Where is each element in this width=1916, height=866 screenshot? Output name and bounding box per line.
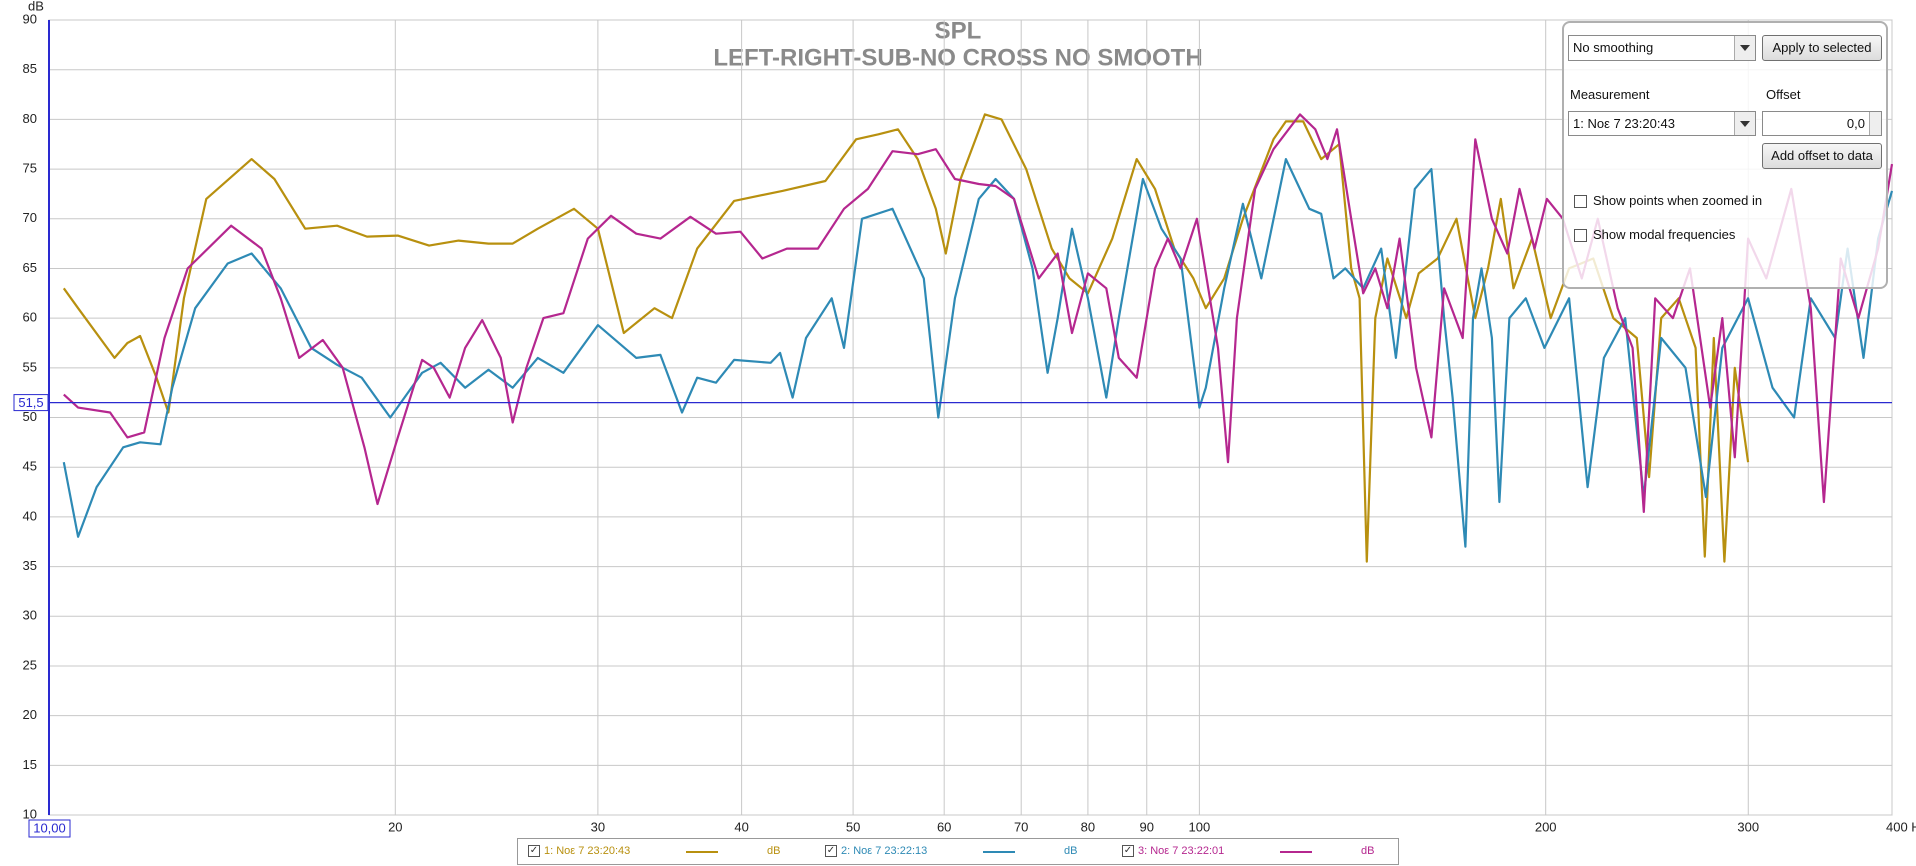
legend-checkbox[interactable]: ✓ xyxy=(1122,845,1134,857)
y-tick-label: 65 xyxy=(23,260,37,275)
y-tick-label: 20 xyxy=(23,707,37,722)
y-tick-label: 75 xyxy=(23,161,37,176)
legend-swatch xyxy=(686,851,718,853)
y-tick-label: 85 xyxy=(23,61,37,76)
y-tick-label: 70 xyxy=(23,210,37,225)
y-tick-label: 10 xyxy=(23,806,37,821)
legend-unit: dB xyxy=(1361,845,1375,857)
chart-title: SPL xyxy=(935,17,982,44)
x-tick-label: 100 xyxy=(1189,819,1211,834)
legend-item: ✓ 3: Νοε 7 23:22:01 dB xyxy=(1122,839,1412,864)
chart-subtitle: LEFT-RIGHT-SUB-NO CROSS NO SMOOTH xyxy=(713,44,1202,71)
x-tick-label: 80 xyxy=(1081,819,1095,834)
smoothing-value: No smoothing xyxy=(1573,40,1654,55)
legend-swatch xyxy=(1280,851,1312,853)
y-tick-label: 30 xyxy=(23,608,37,623)
checkbox[interactable] xyxy=(1574,229,1587,242)
y-tick-label: 15 xyxy=(23,757,37,772)
measurement-dropdown[interactable]: 1: Νοε 7 23:20:43 xyxy=(1568,111,1756,136)
legend-name: 1: Νοε 7 23:20:43 xyxy=(544,845,631,857)
y-tick-label: 80 xyxy=(23,111,37,126)
legend-name: 3: Νοε 7 23:22:01 xyxy=(1138,845,1225,857)
series-line xyxy=(63,113,1894,513)
offset-input[interactable]: 0,0 xyxy=(1762,111,1882,136)
cursor-y-label: 51,5 xyxy=(18,395,43,410)
x-tick-label: 400 Hz xyxy=(1886,819,1916,834)
legend-unit: dB xyxy=(1064,845,1078,857)
legend-name: 2: Νοε 7 23:22:13 xyxy=(841,845,928,857)
x-tick-label: 30 xyxy=(591,819,605,834)
y-tick-label: 40 xyxy=(23,508,37,523)
y-tick-label: 90 xyxy=(23,11,37,26)
checkbox[interactable] xyxy=(1574,195,1587,208)
x-tick-label: 70 xyxy=(1014,819,1028,834)
y-tick-label: 60 xyxy=(23,310,37,325)
x-tick-label: 200 xyxy=(1535,819,1557,834)
x-tick-label: 60 xyxy=(937,819,951,834)
y-tick-label: 55 xyxy=(23,359,37,374)
control-panel: No smoothing Apply to selected Measureme… xyxy=(1562,21,1888,289)
legend-checkbox[interactable]: ✓ xyxy=(825,845,837,857)
x-tick-label: 50 xyxy=(846,819,860,834)
y-tick-label: 35 xyxy=(23,558,37,573)
measurement-label: Measurement xyxy=(1570,87,1650,102)
cursor-x-label: 10,00 xyxy=(33,820,66,835)
legend-checkbox[interactable]: ✓ xyxy=(528,845,540,857)
legend-swatch xyxy=(983,851,1015,853)
y-tick-label: 25 xyxy=(23,657,37,672)
legend-unit: dB xyxy=(767,845,781,857)
apply-button[interactable]: Apply to selected xyxy=(1762,35,1882,61)
smoothing-dropdown[interactable]: No smoothing xyxy=(1568,35,1756,61)
x-tick-label: 300 xyxy=(1737,819,1759,834)
x-tick-label: 90 xyxy=(1140,819,1154,834)
add-offset-button[interactable]: Add offset to data xyxy=(1762,143,1882,169)
option-label: Show modal frequencies xyxy=(1593,227,1736,242)
option-label: Show points when zoomed in xyxy=(1593,193,1763,208)
offset-label: Offset xyxy=(1766,87,1801,102)
y-tick-label: 50 xyxy=(23,409,37,424)
legend: ✓ 1: Νοε 7 23:20:43 dB ✓ 2: Νοε 7 23:22:13 dB… xyxy=(517,838,1399,865)
y-tick-label: 45 xyxy=(23,459,37,474)
x-tick-label: 40 xyxy=(734,819,748,834)
series-line xyxy=(62,158,1894,548)
legend-item: ✓ 2: Νοε 7 23:22:13 dB xyxy=(825,839,1115,864)
measurement-value: 1: Νοε 7 23:20:43 xyxy=(1573,116,1675,131)
cursor-box xyxy=(13,394,49,412)
offset-value: 0,0 xyxy=(1846,116,1865,131)
y-axis-label: dB xyxy=(28,0,44,13)
legend-item: ✓ 1: Νοε 7 23:20:43 dB xyxy=(528,839,818,864)
series-line xyxy=(62,113,1750,563)
x-tick-label: 20 xyxy=(388,819,402,834)
cursor-box xyxy=(28,819,71,838)
